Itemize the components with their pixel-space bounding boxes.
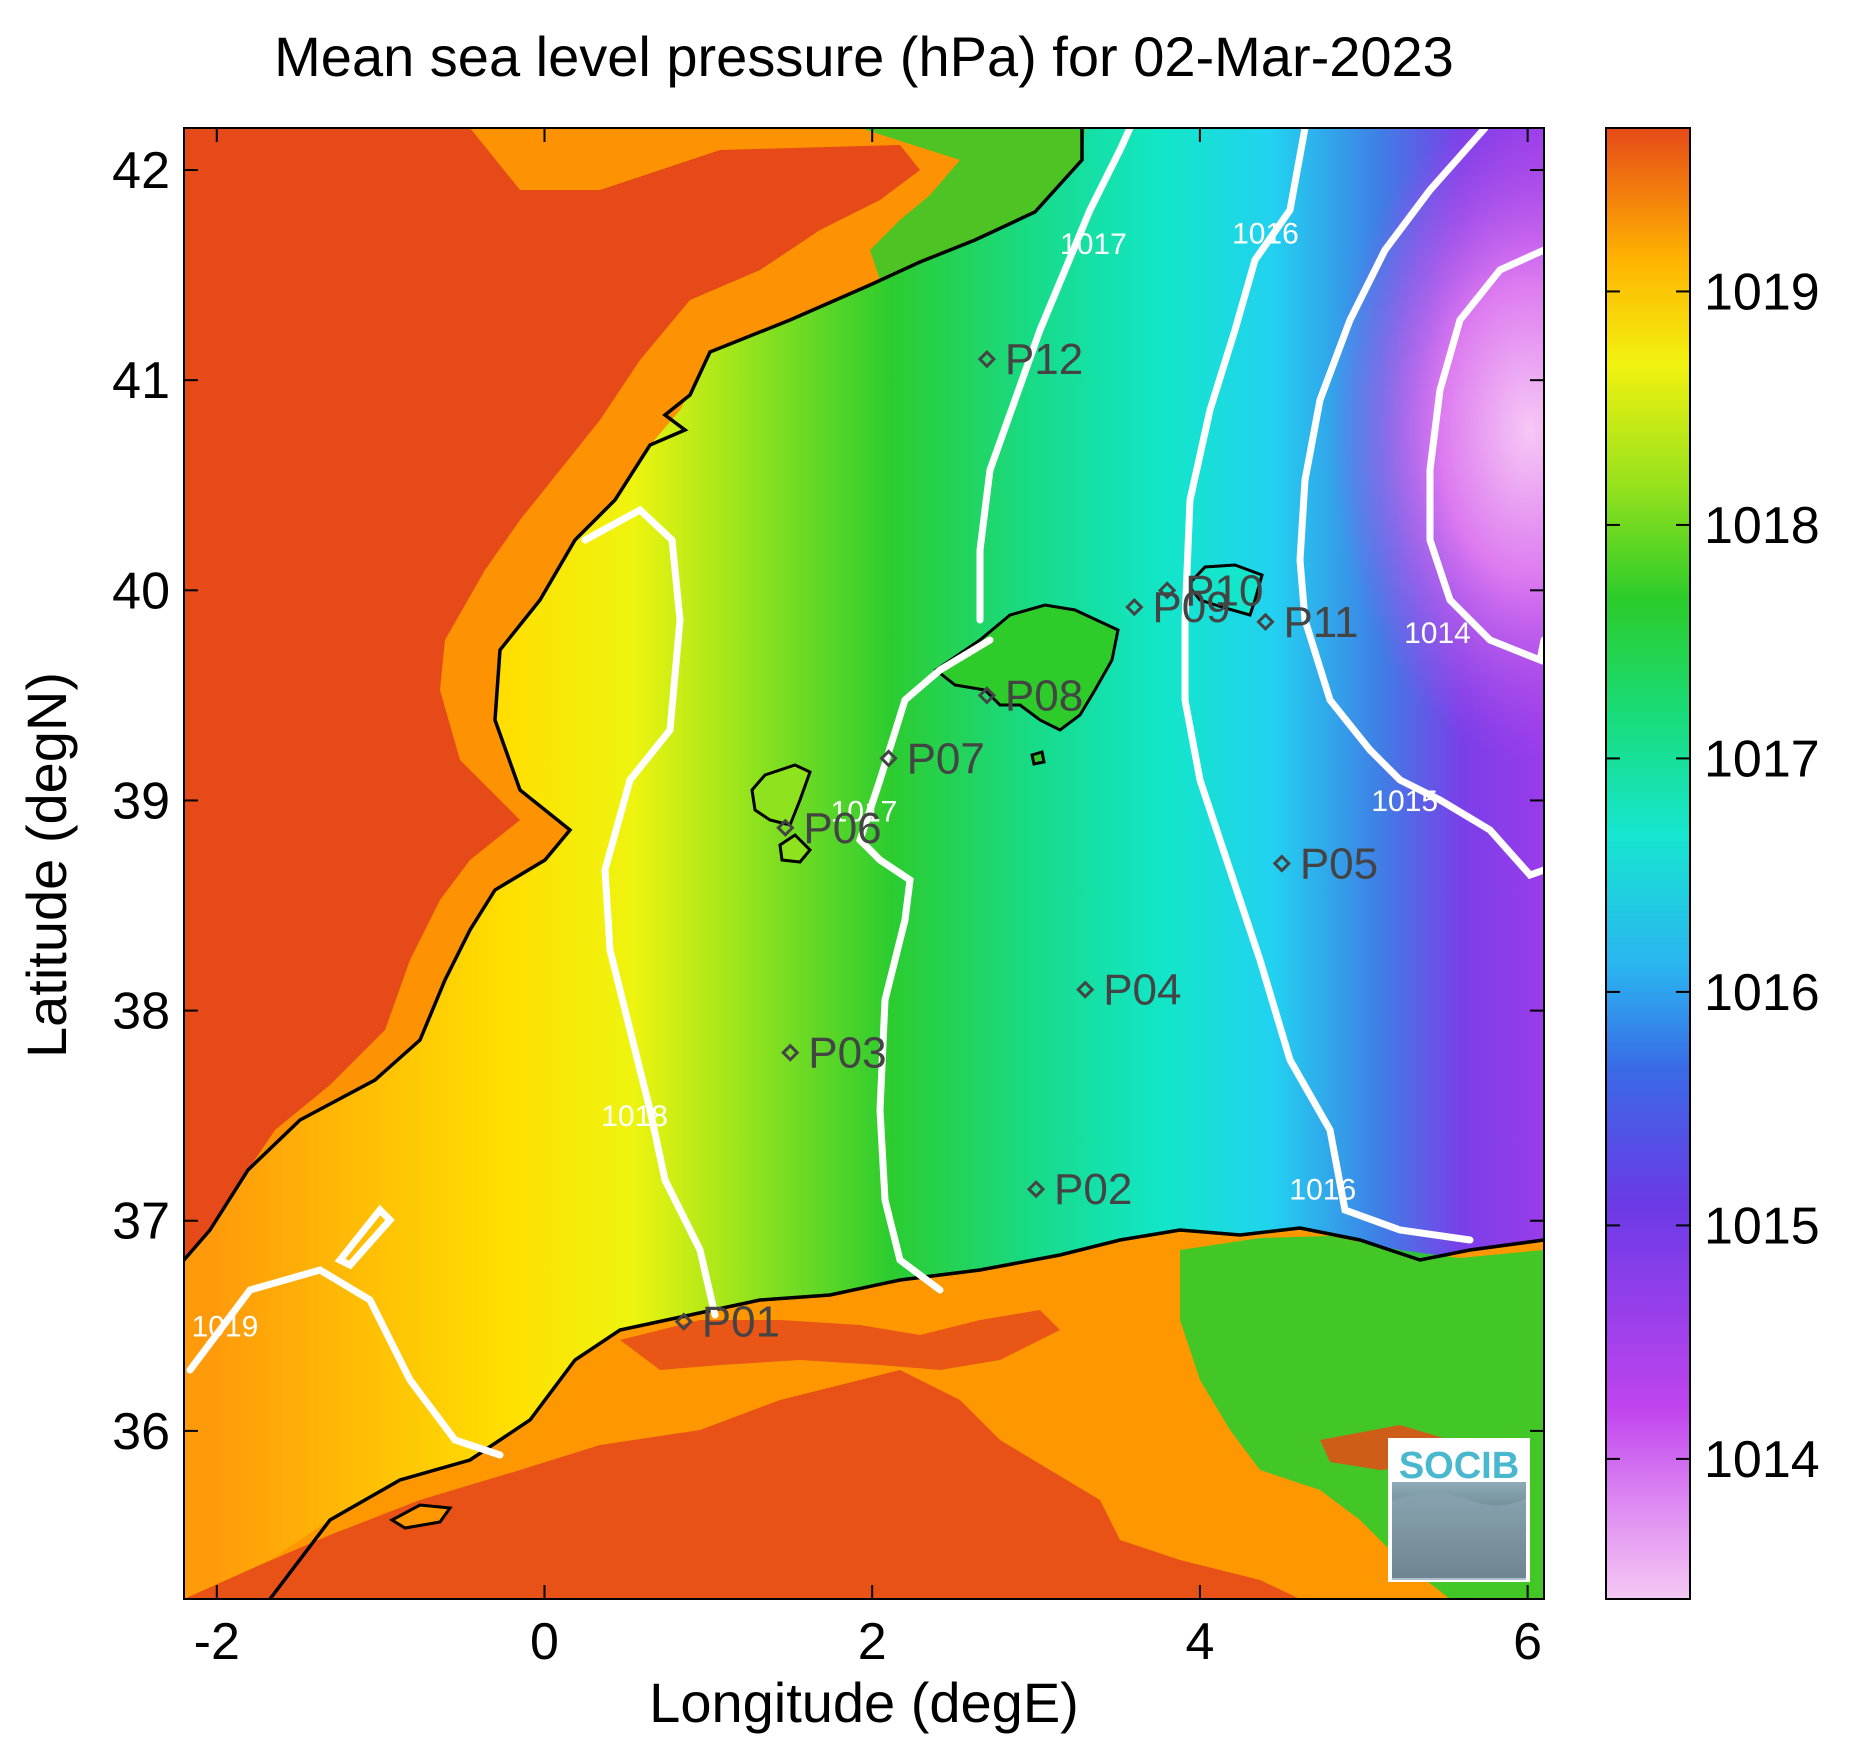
station-point-p06: P06 <box>776 804 882 853</box>
isobar-label: 1014 <box>1404 617 1471 650</box>
station-marker <box>879 749 898 768</box>
station-point-p08: P08 <box>977 671 1083 720</box>
station-marker <box>781 1043 800 1062</box>
menorca-island <box>1186 563 1264 617</box>
colorbar: 1014 1015 1016 1017 1018 1019 <box>1605 127 1820 1600</box>
x-tick-label: 4 <box>1185 1613 1214 1671</box>
isobar-1019 <box>186 1266 504 1459</box>
colorbar-tick-label: 1018 <box>1704 497 1820 555</box>
map-title: Mean sea level pressure (hPa) for 02-Mar… <box>274 25 1454 88</box>
station-marker <box>674 1312 693 1331</box>
station-point-p11: P11 <box>1256 598 1358 647</box>
station-marker <box>1026 1180 1046 1199</box>
station-marker <box>1125 598 1144 617</box>
station-label: P12 <box>1005 335 1083 384</box>
isobar-1018 <box>581 505 719 1319</box>
station-label: P11 <box>1283 598 1358 647</box>
station-label: P08 <box>1005 671 1083 720</box>
station-label: P06 <box>803 804 881 853</box>
station-marker <box>977 350 997 369</box>
y-tick-label: 37 <box>112 1193 170 1251</box>
station-point-p01: P01 <box>674 1298 780 1347</box>
y-tick-label: 39 <box>112 772 170 830</box>
station-marker <box>1076 980 1095 999</box>
colorbar-tick-label: 1019 <box>1704 263 1820 321</box>
isobar-label: 1019 <box>192 1310 259 1343</box>
y-tick-label: 40 <box>112 562 170 620</box>
station-point-p03: P03 <box>781 1029 887 1078</box>
colorbar-tick-label: 1016 <box>1704 964 1820 1022</box>
y-axis-label: Latitude (degN) <box>15 672 78 1058</box>
station-point-p05: P05 <box>1272 840 1378 889</box>
isobar-1019-loop <box>334 1204 395 1270</box>
x-axis-label: Longitude (degE) <box>649 1671 1079 1734</box>
isobar-label: 1016 <box>1232 218 1299 251</box>
station-marker <box>776 818 795 837</box>
isobar-label: 1016 <box>1289 1174 1356 1207</box>
station-label: P01 <box>702 1298 780 1347</box>
station-point-p10: P10 <box>1158 566 1263 615</box>
colorbar-tick-label: 1014 <box>1704 1431 1820 1489</box>
station-marker <box>1256 612 1275 631</box>
y-tick-label: 36 <box>112 1403 170 1461</box>
iberia-coastline <box>184 128 1084 1262</box>
iberia-coastal-band <box>248 128 1085 1170</box>
isobar-1017-north <box>976 128 1134 624</box>
colorbar-ticks: 1014 1015 1016 1017 1018 1019 <box>1606 263 1820 1489</box>
colorbar-gradient <box>1605 127 1691 1600</box>
y-tick-label: 42 <box>112 142 170 200</box>
station-label: P09 <box>1152 583 1230 632</box>
x-tick-label: 0 <box>530 1613 559 1671</box>
socib-logo-text: SOCIB <box>1399 1445 1519 1487</box>
isobar-1017-south <box>855 636 994 1294</box>
station-label: P05 <box>1300 840 1378 889</box>
station-label: P02 <box>1054 1165 1132 1214</box>
x-axis: -2 0 2 4 6 <box>194 128 1542 1671</box>
isobar-1014 <box>1426 246 1544 665</box>
formentera-island <box>778 833 813 864</box>
isobar-contours <box>186 128 1544 1459</box>
isobar-1016 <box>1181 128 1474 1244</box>
isobar-label: 1017 <box>1060 228 1127 261</box>
isobar-label: 1017 <box>831 795 898 828</box>
ibiza-island <box>750 763 812 827</box>
x-tick-label: 6 <box>1513 1613 1542 1671</box>
station-point-p09: P09 <box>1125 583 1231 632</box>
socib-logo-top <box>1392 1442 1526 1482</box>
north-africa-ridge <box>620 1310 1060 1370</box>
station-marker <box>1158 581 1177 600</box>
isobar-label: 1015 <box>1371 785 1438 818</box>
socib-logo: SOCIB <box>1388 1438 1530 1582</box>
iberia-highland-green <box>860 128 1085 280</box>
colorbar-tick-label: 1017 <box>1704 730 1820 788</box>
isobar-1015 <box>1296 128 1544 880</box>
station-label: P10 <box>1185 566 1263 615</box>
station-point-p04: P04 <box>1076 966 1182 1015</box>
colorbar-tick-label: 1015 <box>1704 1197 1820 1255</box>
x-tick-label: 2 <box>858 1613 887 1671</box>
alboran-island <box>388 1503 453 1530</box>
y-axis: 36 37 38 39 40 41 42 <box>112 142 1544 1461</box>
station-point-p02: P02 <box>1026 1165 1132 1214</box>
map-plot-frame <box>183 127 1545 1600</box>
station-marker <box>977 686 997 705</box>
isobar-labels: 1019 1018 1017 1017 1016 1016 1015 1014 <box>192 218 1471 1344</box>
y-tick-label: 38 <box>112 983 170 1041</box>
y-tick-label: 41 <box>112 352 170 410</box>
station-label: P03 <box>808 1029 886 1078</box>
socib-logo-wave <box>1392 1494 1526 1580</box>
isobar-label: 1018 <box>601 1100 668 1133</box>
africa-coastline <box>268 1226 1544 1599</box>
station-marker <box>1272 854 1291 873</box>
cabrera-island <box>1030 750 1046 766</box>
station-point-p12: P12 <box>977 335 1083 384</box>
station-point-p07: P07 <box>879 734 985 783</box>
station-label: P04 <box>1103 966 1181 1015</box>
station-label: P07 <box>907 734 985 783</box>
x-tick-label: -2 <box>194 1613 240 1671</box>
north-africa-hot-core <box>184 1370 1300 1599</box>
